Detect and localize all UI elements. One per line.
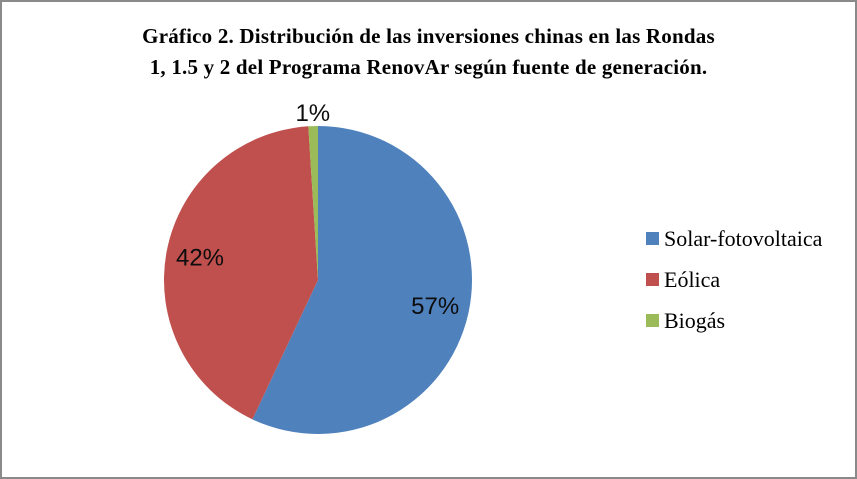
- chart-title-line2: 1, 1.5 y 2 del Programa RenovAr según fu…: [149, 55, 708, 79]
- chart-title-line1: Gráfico 2. Distribución de las inversion…: [142, 24, 715, 48]
- legend-label-biogas: Biogás: [664, 307, 726, 333]
- pie-label-biogas: 1%: [295, 100, 330, 127]
- legend-label-eolica: Eólica: [664, 266, 721, 292]
- pie-slice-biogas: [308, 125, 318, 280]
- legend-item-eolica: Eólica: [646, 259, 822, 300]
- pie-slice-eolica: [163, 126, 318, 420]
- legend: Solar-fotovoltaica Eólica Biogás: [646, 218, 822, 341]
- legend-swatch-biogas: [646, 314, 659, 327]
- legend-item-biogas: Biogás: [646, 300, 822, 341]
- pie-slice-solar-fotovoltaica: [252, 125, 473, 434]
- legend-item-solar-fotovoltaica: Solar-fotovoltaica: [646, 218, 822, 259]
- chart-title: Gráfico 2. Distribución de las inversion…: [2, 21, 855, 83]
- legend-swatch-solar-fotovoltaica: [646, 232, 659, 245]
- pie-label-eolica: 42%: [176, 245, 224, 272]
- pie-label-solar-fotovoltaica: 57%: [411, 293, 459, 320]
- legend-swatch-eolica: [646, 273, 659, 286]
- legend-label-solar-fotovoltaica: Solar-fotovoltaica: [664, 225, 823, 251]
